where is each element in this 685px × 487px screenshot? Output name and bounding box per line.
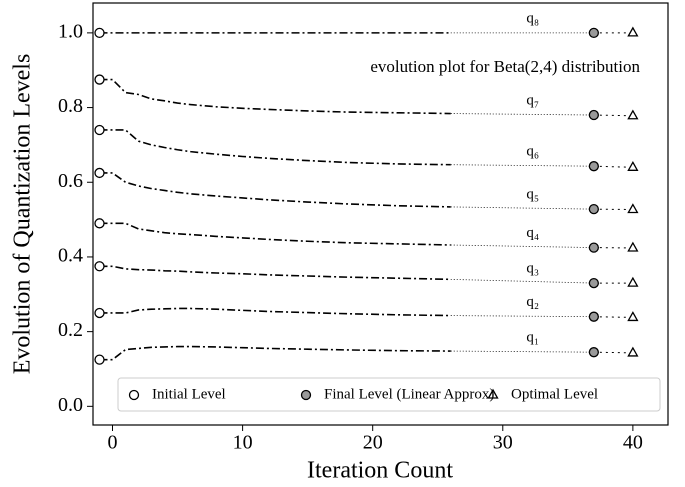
y-tick-label: 0.4: [58, 245, 83, 267]
initial-marker: [94, 354, 105, 365]
initial-marker: [94, 307, 105, 319]
legend-label: Initial Level: [152, 386, 226, 402]
series-label: q₈: [526, 10, 539, 26]
y-tick-label: 0.2: [58, 319, 83, 341]
legend-label: Final Level (Linear Approx): [324, 386, 494, 402]
x-tick-label: 40: [623, 432, 643, 454]
evolution-line: [99, 78, 451, 115]
initial-marker: [94, 167, 105, 179]
connector: [450, 278, 594, 284]
optimal-marker: [627, 346, 639, 357]
connector: [450, 244, 594, 249]
optimal-marker: [627, 241, 639, 252]
final-marker: [588, 347, 599, 358]
x-tick-label: 0: [108, 432, 118, 454]
y-tick-label: 0.6: [58, 170, 83, 192]
final-marker: [588, 27, 599, 39]
series-label: q₃: [526, 261, 539, 277]
optimal-marker: [627, 109, 639, 120]
final-marker: [588, 277, 599, 289]
connector: [450, 113, 594, 116]
final-marker: [588, 311, 599, 322]
evolution-line: [99, 129, 451, 166]
series-label: q₄: [526, 225, 539, 241]
legend-marker: [128, 389, 140, 401]
legend-marker: [487, 388, 499, 399]
optimal-marker: [627, 311, 639, 322]
initial-marker: [94, 124, 105, 136]
connector: [593, 316, 633, 318]
series-label: q₁: [526, 330, 539, 346]
plot-frame: [92, 2, 669, 426]
series-label: q₇: [526, 92, 539, 108]
y-axis-label: Evolution of Quantization Levels: [10, 54, 36, 375]
connector: [450, 350, 594, 353]
initial-marker: [94, 74, 105, 85]
series-label: q₅: [526, 187, 539, 203]
evolution-line: [99, 222, 451, 246]
y-tick-label: 0.8: [58, 95, 83, 117]
legend-marker: [300, 389, 312, 401]
connector: [593, 165, 633, 168]
connector: [450, 206, 594, 210]
evolution-line: [99, 265, 451, 281]
legend-box: [117, 377, 661, 412]
y-tick-label: 1.0: [58, 20, 83, 42]
connector: [593, 114, 633, 117]
annotation: evolution plot for Beta(2,4) distributio…: [370, 57, 640, 76]
optimal-marker: [627, 26, 639, 37]
legend-label: Optimal Level: [511, 386, 598, 402]
series-label: q₆: [526, 144, 539, 160]
x-tick-label: 30: [493, 432, 513, 454]
evolution-line: [99, 307, 451, 317]
optimal-marker: [627, 160, 639, 171]
x-tick-label: 10: [233, 432, 253, 454]
connector: [450, 164, 594, 167]
final-marker: [588, 161, 599, 172]
final-marker: [588, 242, 599, 253]
connector: [593, 351, 633, 354]
connector: [450, 315, 594, 318]
final-marker: [588, 203, 599, 215]
initial-marker: [94, 261, 105, 272]
x-tick-label: 20: [363, 432, 383, 454]
series-label: q₂: [526, 294, 539, 310]
initial-marker: [94, 218, 105, 229]
evolution-line: [99, 172, 451, 208]
x-axis-label: Iteration Count: [307, 458, 453, 484]
evolution-line: [99, 345, 451, 361]
final-marker: [588, 109, 599, 121]
initial-marker: [94, 27, 105, 39]
y-tick-label: 0.0: [58, 394, 83, 416]
optimal-marker: [627, 276, 639, 287]
optimal-marker: [627, 203, 639, 214]
